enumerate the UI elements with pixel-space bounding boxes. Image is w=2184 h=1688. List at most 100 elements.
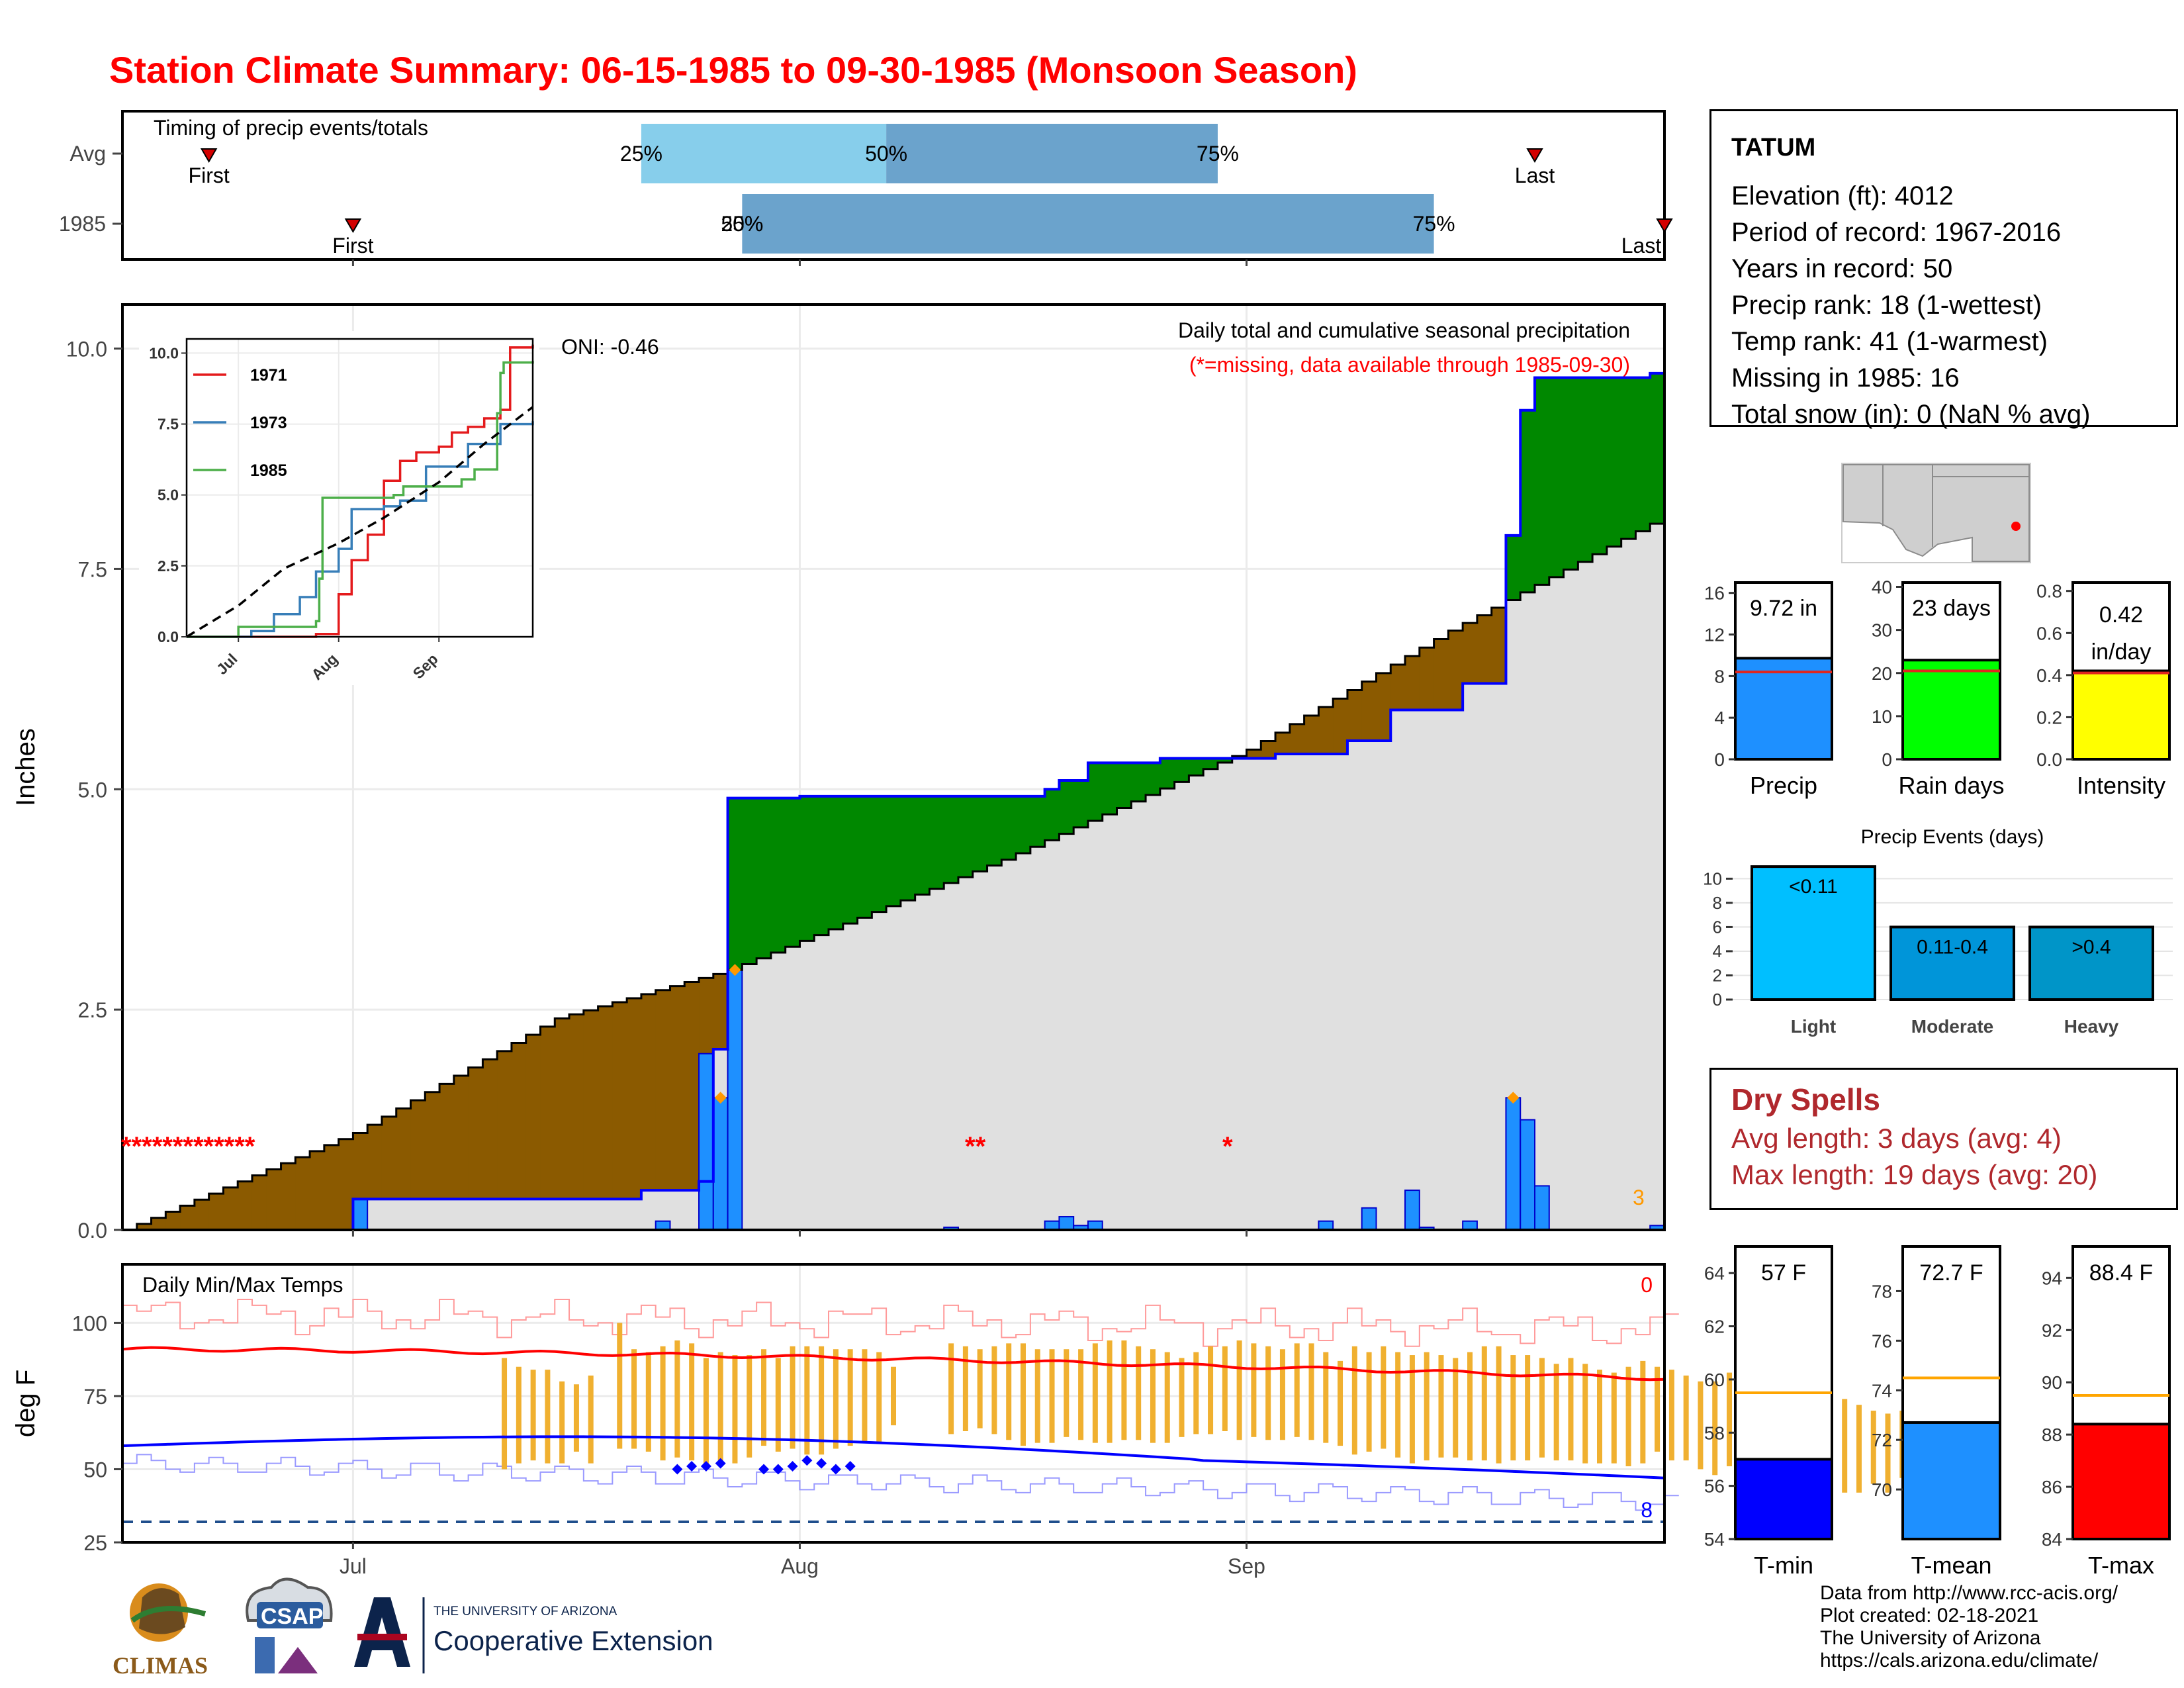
daily-temp-bar	[1279, 1349, 1285, 1440]
tmin-panel-ytick-label: 60	[1704, 1370, 1725, 1390]
intensity-panel-ytick-label: 0.0	[2036, 749, 2062, 770]
deficit-fill	[1289, 724, 1305, 755]
timing-bar-q2	[886, 124, 1218, 183]
daily-temp-bar	[1510, 1355, 1516, 1461]
missing-marks-june: *************	[121, 1132, 255, 1161]
daily-temp-bar	[1236, 1340, 1242, 1440]
daily-temp-bar	[790, 1346, 796, 1449]
normal-cumulative-line	[122, 522, 1664, 1231]
daily-temp-bar	[1870, 1411, 1876, 1484]
daily-temp-bar	[1193, 1352, 1199, 1434]
surplus-fill	[1030, 796, 1046, 847]
deficit-fill	[540, 1026, 555, 1199]
deficit-fill	[1419, 647, 1435, 710]
daily-temp-bar	[1525, 1355, 1531, 1461]
daily-precip-bar	[712, 1097, 729, 1231]
precip-panel-ytick-label: 16	[1704, 583, 1725, 604]
surplus-fill	[1087, 763, 1103, 821]
deficit-fill	[281, 1163, 296, 1230]
inset-legend-label: 1971	[250, 366, 287, 385]
daily-temp-bar	[1856, 1405, 1862, 1493]
daily-temp-bar	[1539, 1358, 1545, 1458]
deficit-fill	[180, 1205, 195, 1230]
deficit-fill	[266, 1169, 282, 1230]
daily-temp-bar	[1179, 1358, 1185, 1437]
station-precip-rank: Precip rank: 18 (1-wettest)	[1731, 291, 2042, 320]
surplus-fill	[829, 796, 844, 929]
daily-precip-bar	[1404, 1190, 1420, 1231]
surplus-fill	[1621, 377, 1637, 539]
intensity-panel-ytick-label: 0.6	[2036, 623, 2062, 643]
tmax-panel-bar	[2071, 1423, 2171, 1541]
deficit-fill	[1405, 656, 1420, 710]
tmin-panel-ytick-label: 54	[1704, 1529, 1725, 1550]
main-ytick-label: 7.5	[78, 557, 107, 581]
daily-temp-bar	[588, 1376, 594, 1464]
daily-temp-bar	[1683, 1376, 1689, 1461]
surplus-fill	[1102, 763, 1118, 815]
main-ytick-label: 5.0	[78, 778, 107, 802]
raindays-panel-ytick-label: 20	[1872, 663, 1892, 684]
deficit-fill	[151, 1217, 166, 1230]
record-marker	[1507, 1092, 1520, 1104]
intensity-panel-ytick-label: 0.4	[2036, 665, 2062, 686]
station-info-box: TATUM Elevation (ft): 4012 Period of rec…	[1709, 109, 2178, 429]
events-title: Precip Events (days)	[1861, 826, 2044, 848]
credit-url: https://cals.arizona.edu/climate/	[1820, 1650, 2099, 1671]
surplus-fill	[1203, 758, 1218, 769]
deficit-fill	[598, 1006, 613, 1199]
daily-temp-bar	[1121, 1340, 1127, 1440]
daily-temp-bar	[502, 1358, 508, 1470]
locator-map	[1841, 463, 2031, 563]
main-frame	[121, 303, 1666, 1231]
inset-legend-label: 1985	[250, 461, 287, 480]
figure-title: Station Climate Summary: 06-15-1985 to 0…	[109, 49, 1357, 91]
precip-panel-value-label: 9.72 in	[1750, 596, 1817, 621]
precip-panel-ytick-label: 4	[1714, 708, 1725, 728]
temps-count-max: 0	[1641, 1273, 1653, 1297]
tmin-panel-value-label: 57 F	[1761, 1260, 1806, 1286]
surplus-fill	[770, 798, 786, 953]
daily-temp-bar	[717, 1352, 723, 1464]
daily-precip-bar	[727, 969, 743, 1231]
surplus-fill	[1635, 377, 1651, 532]
events-ytick-label: 6	[1713, 917, 1722, 937]
timing-first-label: First	[332, 234, 373, 258]
deficit-fill	[1390, 664, 1406, 710]
tmax-panel-ytick-label: 94	[2042, 1268, 2062, 1288]
daily-temp-bar	[530, 1370, 536, 1461]
ua-logo: THE UNIVERSITY OF ARIZONA Cooperative Ex…	[354, 1597, 713, 1673]
deficit-fill	[713, 974, 729, 1050]
daily-precip-bar	[1058, 1216, 1075, 1231]
csap-logo-text: CSAP	[261, 1604, 323, 1629]
deficit-fill	[396, 1108, 412, 1199]
raindays-panel-ytick-label: 10	[1872, 706, 1892, 727]
precip-panel-ytick-label: 0	[1714, 749, 1725, 770]
temps-title: Daily Min/Max Temps	[142, 1273, 343, 1297]
deficit-fill	[223, 1187, 238, 1230]
surplus-fill	[1189, 758, 1204, 776]
surplus-fill	[1506, 535, 1521, 600]
daily-temp-bar	[1338, 1360, 1343, 1446]
tmax-panel-ytick-label: 88	[2042, 1425, 2062, 1445]
daily-temp-bar	[1064, 1349, 1069, 1437]
dry-spells-title: Dry Spells	[1731, 1082, 1880, 1117]
missing-marks-august: **	[965, 1132, 986, 1161]
events-bar-label: >0.4	[2071, 936, 2111, 958]
daily-temp-bar	[1409, 1355, 1415, 1464]
daily-temp-bar	[1078, 1349, 1084, 1440]
daily-temp-bar	[962, 1346, 968, 1431]
daily-temp-bar	[732, 1355, 738, 1464]
deficit-fill	[655, 990, 671, 1191]
deficit-fill	[1376, 673, 1391, 741]
deficit-fill	[251, 1175, 267, 1230]
daily-temp-bar	[1553, 1364, 1559, 1461]
surplus-fill	[1217, 758, 1233, 763]
daily-temp-bar	[1726, 1372, 1732, 1467]
surplus-fill	[1016, 796, 1031, 854]
daily-temp-bar	[1424, 1352, 1430, 1461]
deficit-fill	[453, 1076, 469, 1199]
timing-bar-q2	[742, 194, 1434, 254]
csap-logo: CSAP	[246, 1577, 333, 1673]
surplus-fill	[785, 798, 801, 947]
